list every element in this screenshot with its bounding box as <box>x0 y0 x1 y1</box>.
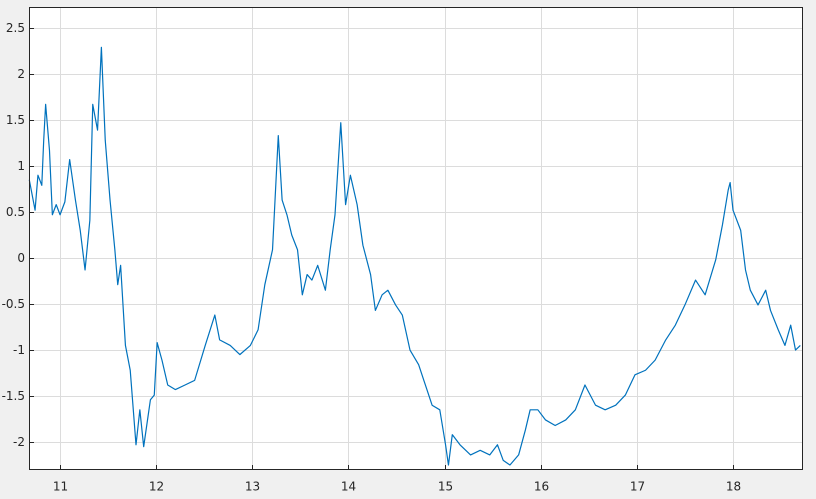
x-tick-label: 15 <box>438 480 453 494</box>
plot-area <box>29 7 803 470</box>
y-tick-label: -1 <box>13 343 25 357</box>
y-tick-label: -1.5 <box>2 389 25 403</box>
data-line <box>28 46 801 466</box>
y-tick-label: 0 <box>17 251 25 265</box>
y-tick-label: 2 <box>17 67 25 81</box>
y-tick-label: 1.5 <box>6 113 25 127</box>
x-tick-label: 16 <box>534 480 549 494</box>
x-tick-label: 18 <box>726 480 741 494</box>
x-tick-label: 11 <box>53 480 68 494</box>
x-tick-label: 13 <box>245 480 260 494</box>
y-tick-label: 1 <box>17 159 25 173</box>
y-tick-label: -2 <box>13 435 25 449</box>
y-tick-label: 2.5 <box>6 21 25 35</box>
x-tick-label: 17 <box>630 480 645 494</box>
x-tick-label: 12 <box>149 480 164 494</box>
axes-box <box>29 7 803 470</box>
plot-layer: 2.5 2 1.5 1 0.5 0 -0.5 -1 -1.5 -2 11 12 13 14 15 16 17 18 <box>2 7 803 494</box>
y-tick-label: 0.5 <box>6 205 25 219</box>
x-tick-label: 14 <box>341 480 356 494</box>
y-tick-label: -0.5 <box>2 297 25 311</box>
